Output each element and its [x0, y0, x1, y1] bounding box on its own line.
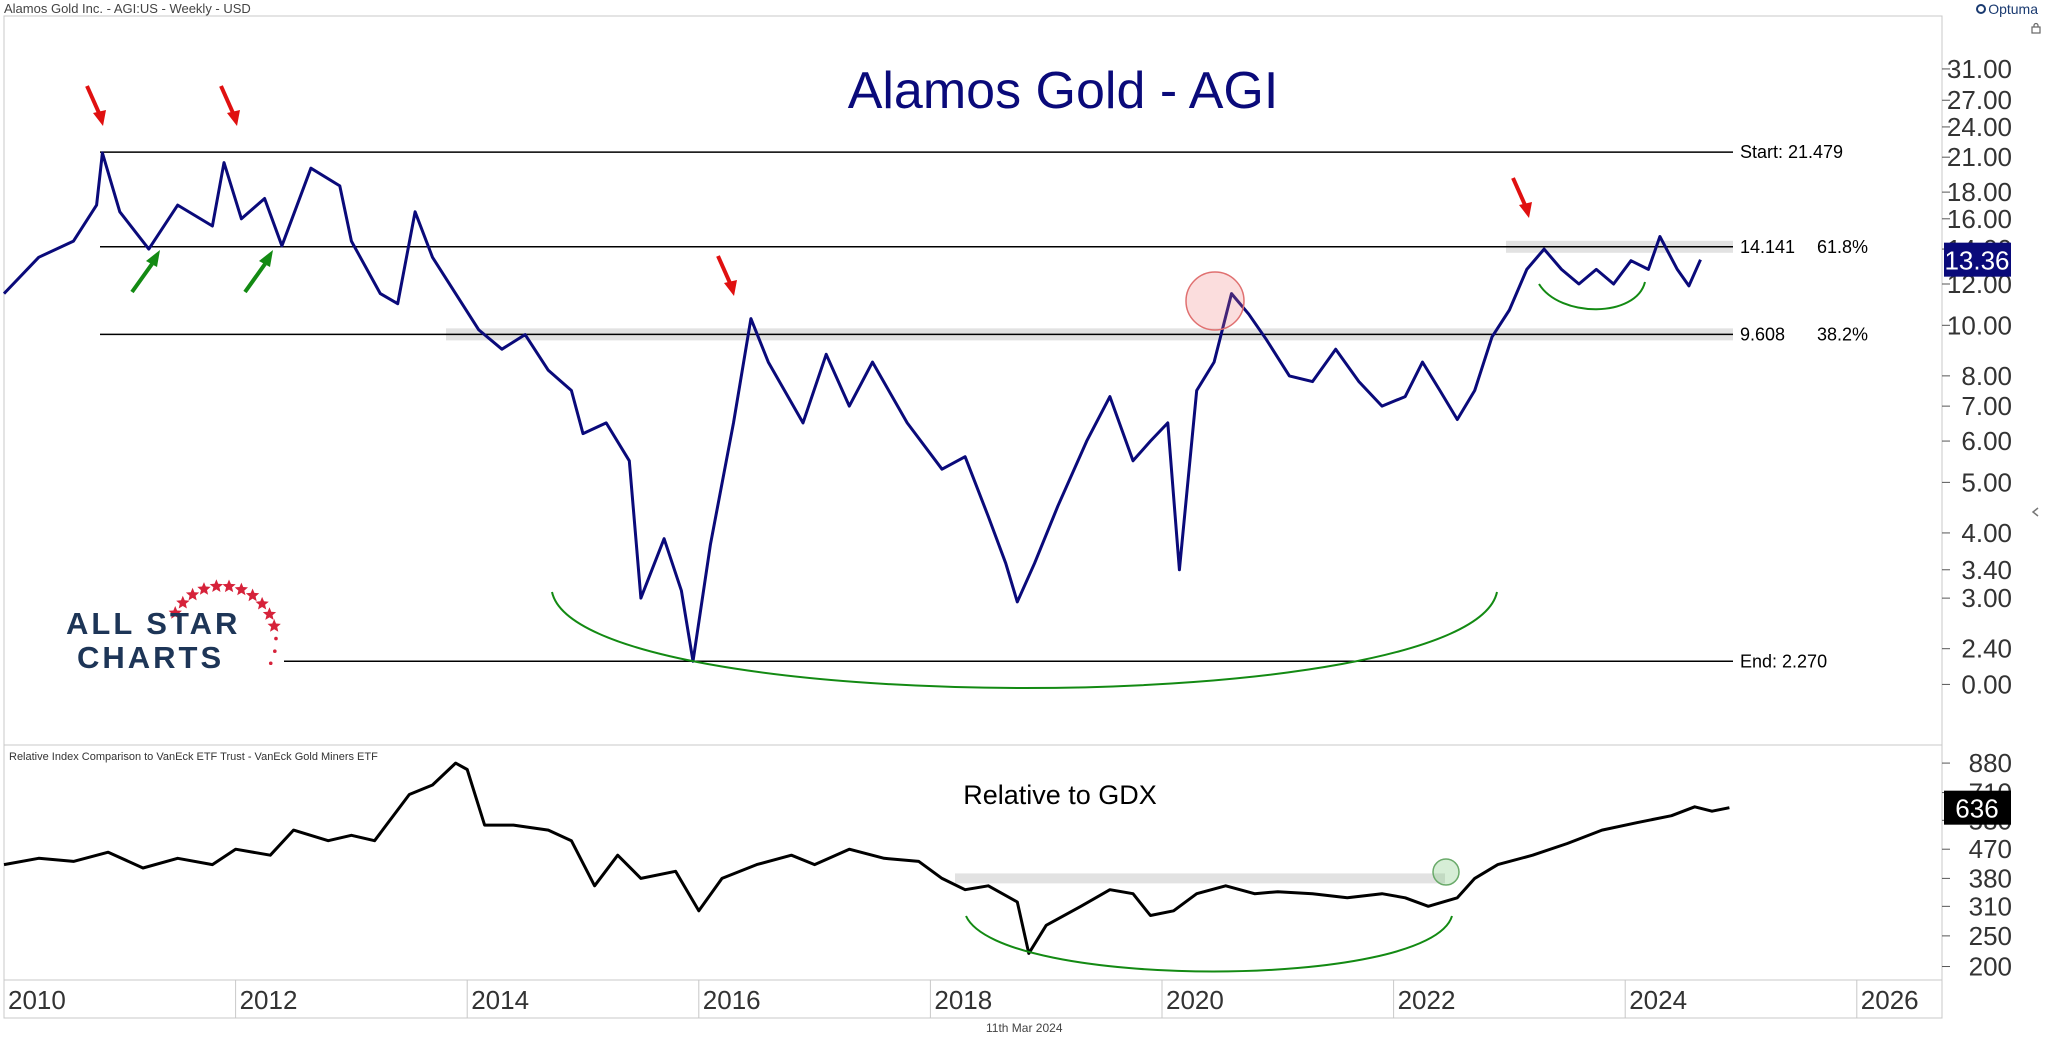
y-tick-label: 2.40 [1961, 634, 2012, 664]
optuma-logo-icon [1976, 4, 1987, 14]
x-tick-label: 2018 [934, 985, 992, 1015]
x-tick-label: 2016 [703, 985, 761, 1015]
y-tick-label: 10.00 [1947, 310, 2012, 340]
logo-dot [273, 649, 277, 654]
level-label: Start: 21.479 [1740, 142, 1843, 162]
level-label: 9.608 [1740, 324, 1785, 344]
relative-chart-title: Relative to GDX [963, 780, 1157, 810]
last-value-label: 13.36 [1944, 246, 2009, 276]
small-rounding-bottom-arc [1538, 281, 1646, 311]
y-tick-label: 250 [1969, 921, 2012, 951]
logo-star [176, 595, 190, 609]
main-price-panel: Start: 21.479 14.141 61.8% 9.608 38.2% End: 2… [2, 54, 2012, 699]
level-label: End: 2.270 [1740, 651, 1827, 671]
x-tick-label: 2012 [240, 985, 298, 1015]
logo-line-2: CHARTS [77, 640, 225, 675]
green-arrow-annotations [130, 250, 273, 294]
price-series-line [2, 151, 1702, 663]
collapse-arrow-icon[interactable] [2031, 507, 2039, 517]
main-chart-title: Alamos Gold - AGI [848, 62, 1279, 120]
y-tick-label: 880 [1969, 748, 2012, 778]
logo-star [168, 606, 182, 619]
footer-date: 11th Mar 2024 [986, 1021, 1063, 1035]
logo-dot [274, 636, 278, 641]
green-arrow [243, 250, 273, 294]
relative-rounding-bottom-arc [965, 915, 1453, 973]
red-arrow [219, 85, 240, 126]
y-tick-label: 8.00 [1961, 361, 2012, 391]
relative-resistance-band [955, 873, 1445, 884]
breakout-highlight-circle [1432, 858, 1460, 886]
level-label: 14.141 [1740, 237, 1795, 257]
y-tick-label: 0.00 [1961, 669, 2012, 699]
red-arrow [1511, 177, 1532, 218]
peak-highlight-circle [1185, 271, 1245, 331]
x-tick-label: 2014 [471, 985, 529, 1015]
y-tick-label: 21.00 [1947, 142, 2012, 172]
x-tick-label: 2020 [1166, 985, 1224, 1015]
y-tick-label: 4.00 [1961, 518, 2012, 548]
y-tick-label: 5.00 [1961, 467, 2012, 497]
y-tick-label: 7.00 [1961, 391, 2012, 421]
relative-series-line [3, 761, 1730, 955]
y-tick-label: 31.00 [1947, 54, 2012, 84]
y-tick-label: 24.00 [1947, 112, 2012, 142]
relative-panel: 880710580470380310250200636 [3, 748, 2012, 982]
logo-star [185, 587, 200, 601]
red-arrow [85, 85, 106, 126]
logo-star [222, 579, 236, 593]
x-tick-label: 2024 [1629, 985, 1687, 1015]
y-tick-label: 3.40 [1961, 555, 2012, 585]
logo-star [262, 607, 277, 620]
y-tick-label: 18.00 [1947, 177, 2012, 207]
level-pct: 61.8% [1817, 237, 1868, 257]
optuma-brand-label: Optuma [1988, 1, 2038, 17]
chart-header-instrument: Alamos Gold Inc. - AGI:US - Weekly - USD [4, 1, 251, 16]
logo-star [255, 596, 269, 610]
y-tick-label: 470 [1969, 834, 2012, 864]
logo-star [197, 582, 211, 595]
red-arrow-annotations [85, 85, 1532, 296]
logo-dot [268, 661, 273, 666]
logo-star-ring-icon [168, 579, 281, 666]
y-tick-label: 310 [1969, 891, 2012, 921]
relative-last-value-box [1944, 790, 2011, 825]
optuma-brand: Optuma [1976, 1, 2038, 17]
y-tick-label: 200 [1969, 952, 2012, 982]
logo-star [234, 582, 248, 596]
last-value-box [1944, 242, 2011, 277]
x-tick-label: 2026 [1861, 985, 1919, 1015]
date-axis: 2010 2012 2014 2016 2018 2020 2022 2024 2026 [3, 980, 1919, 1018]
logo-star [245, 588, 260, 602]
x-tick-label: 2022 [1398, 985, 1456, 1015]
relative-last-value-label: 636 [1955, 794, 1998, 824]
y-tick-label: 6.00 [1961, 426, 2012, 456]
y-tick-label: 27.00 [1947, 85, 2012, 115]
y-tick-label: 3.00 [1961, 583, 2012, 613]
relative-panel-subtitle: Relative Index Comparison to VanEck ETF … [9, 751, 378, 763]
y-tick-label: 380 [1969, 863, 2012, 893]
red-arrow [716, 255, 737, 296]
logo-line-1: ALL STAR [66, 606, 241, 641]
logo-star [209, 579, 223, 592]
lock-icon[interactable] [2030, 22, 2042, 34]
y-tick-label: 16.00 [1947, 204, 2012, 234]
chart-frame [3, 15, 1943, 1019]
green-arrow [130, 250, 160, 294]
level-pct: 38.2% [1817, 324, 1868, 344]
all-star-charts-logo: ALL STAR CHARTS [62, 579, 292, 704]
large-rounding-bottom-arc [551, 591, 1498, 689]
logo-star [267, 619, 281, 632]
x-tick-label: 2010 [8, 985, 66, 1015]
